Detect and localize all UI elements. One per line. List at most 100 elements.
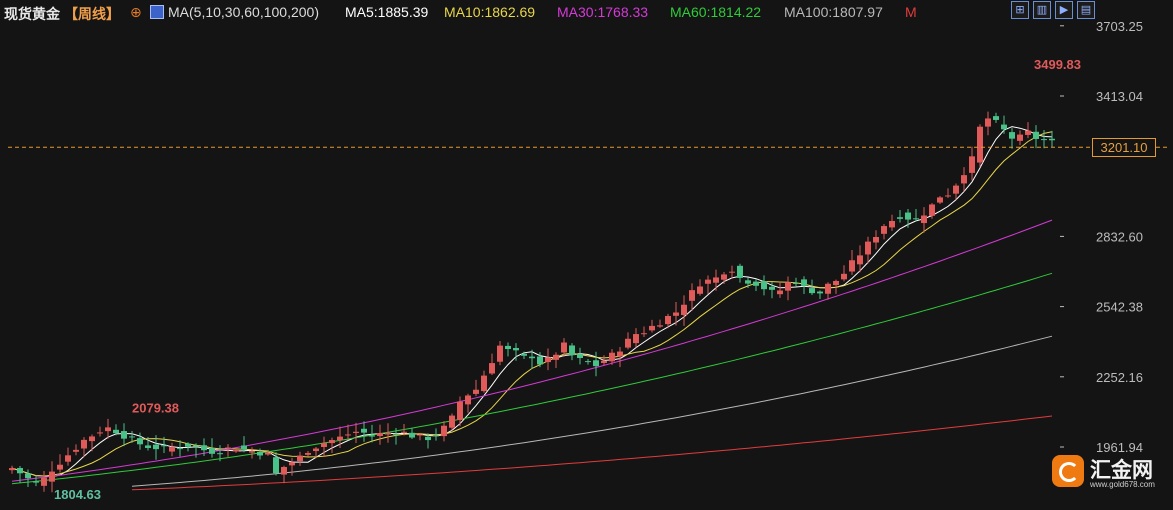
candle-body (129, 436, 135, 438)
candle-body (1041, 139, 1047, 141)
ma10-value: MA10:1862.69 (444, 4, 536, 20)
candle-body (393, 433, 399, 435)
candle-body (17, 467, 23, 474)
candle-body (721, 274, 727, 280)
candle-body (385, 432, 391, 435)
candle-body (921, 215, 927, 224)
expand-icon[interactable]: ⊞ (1011, 1, 1029, 19)
candle-body (481, 375, 487, 392)
candle-body (249, 451, 255, 453)
watermark-url: www.gold678.com (1090, 480, 1155, 489)
candle-body (681, 304, 687, 316)
candle-body (657, 325, 663, 327)
candle-body (1009, 132, 1015, 139)
candle-body (841, 273, 847, 280)
extreme-label: 3499.83 (1034, 57, 1081, 72)
candle-body (809, 288, 815, 294)
candle-body (1025, 130, 1031, 135)
ma30-line (11, 219, 1053, 482)
candle-body (417, 434, 423, 436)
candle-body (473, 389, 479, 394)
ma100-value: MA100:1807.97 (784, 4, 883, 20)
candle-body (281, 466, 287, 475)
candle-body (969, 156, 975, 173)
candle-body (745, 280, 751, 284)
candle-body (569, 345, 575, 356)
y-tick-label: 3413.04 (1096, 89, 1143, 104)
candle-body (297, 455, 303, 462)
chart-header: 现货黄金 【周线】 ⊕ MA(5,10,30,60,100,200) MA5:1… (0, 0, 1173, 24)
candle-body (529, 356, 535, 359)
candle-body (801, 279, 807, 286)
candle-body (273, 457, 279, 474)
ma5-value: MA5:1885.39 (345, 4, 429, 20)
ma200-value: M (905, 4, 917, 20)
chart-toolbar: ⊞ ▥ ▶ ▤ (1011, 1, 1095, 21)
extreme-label: 2079.38 (132, 401, 179, 416)
candle-body (833, 280, 839, 286)
candle-body (729, 271, 735, 273)
candle-body (577, 354, 583, 359)
current-price-badge: 3201.10 (1092, 138, 1156, 158)
ma10-line (11, 131, 1053, 477)
candle-body (57, 464, 63, 470)
candle-body (353, 431, 359, 433)
candle-body (361, 428, 367, 433)
candle-body (753, 281, 759, 286)
candle-body (225, 447, 231, 449)
candle-body (697, 286, 703, 294)
candle-body (257, 451, 263, 456)
candle-body (705, 279, 711, 284)
candle-body (113, 429, 119, 434)
candle-body (961, 175, 967, 184)
period-label[interactable]: 【周线】 (64, 6, 120, 22)
candle-body (409, 432, 415, 438)
candle-body (761, 281, 767, 290)
candle-body (713, 277, 719, 283)
candle-body (377, 433, 383, 437)
candle-body (209, 448, 215, 454)
ma-config[interactable]: MA(5,10,30,60,100,200) (168, 4, 319, 20)
candle-body (145, 445, 151, 448)
y-tick-label: 2542.38 (1096, 300, 1143, 315)
candle-body (777, 290, 783, 295)
candle-body (673, 312, 679, 316)
candle-body (305, 452, 311, 455)
candle-body (513, 348, 519, 351)
candle-body (233, 449, 239, 452)
candle-body (913, 218, 919, 220)
candle-body (881, 226, 887, 234)
candle-body (329, 440, 335, 444)
candle-body (217, 453, 223, 455)
y-tick-label: 2252.16 (1096, 370, 1143, 385)
candle-body (345, 434, 351, 436)
ma100-line (131, 335, 1053, 487)
candle-body (169, 447, 175, 452)
candle-body (97, 432, 103, 434)
candle-body (825, 283, 831, 294)
candle-body (609, 352, 615, 362)
gold678-logo-icon (1052, 455, 1084, 487)
candle-body (873, 237, 879, 243)
candle-body (601, 360, 607, 364)
candle-body (985, 118, 991, 127)
candle-body (617, 351, 623, 357)
settings-icon[interactable]: ▤ (1077, 1, 1095, 19)
candle-body (185, 443, 191, 447)
candle-body (641, 333, 647, 335)
ma-indicator-icon[interactable] (150, 5, 164, 19)
candle-body (465, 395, 471, 405)
candle-body (425, 436, 431, 441)
ma200-line (131, 415, 1053, 491)
add-symbol-icon[interactable]: ⊕ (130, 4, 142, 20)
candle-body (945, 195, 951, 197)
indicator-icon[interactable]: ▥ (1033, 1, 1051, 19)
candle-body (505, 345, 511, 350)
candle-body (137, 438, 143, 445)
play-icon[interactable]: ▶ (1055, 1, 1073, 19)
candle-body (449, 415, 455, 428)
candle-body (81, 439, 87, 449)
candle-body (433, 435, 439, 437)
candle-body (793, 283, 799, 285)
